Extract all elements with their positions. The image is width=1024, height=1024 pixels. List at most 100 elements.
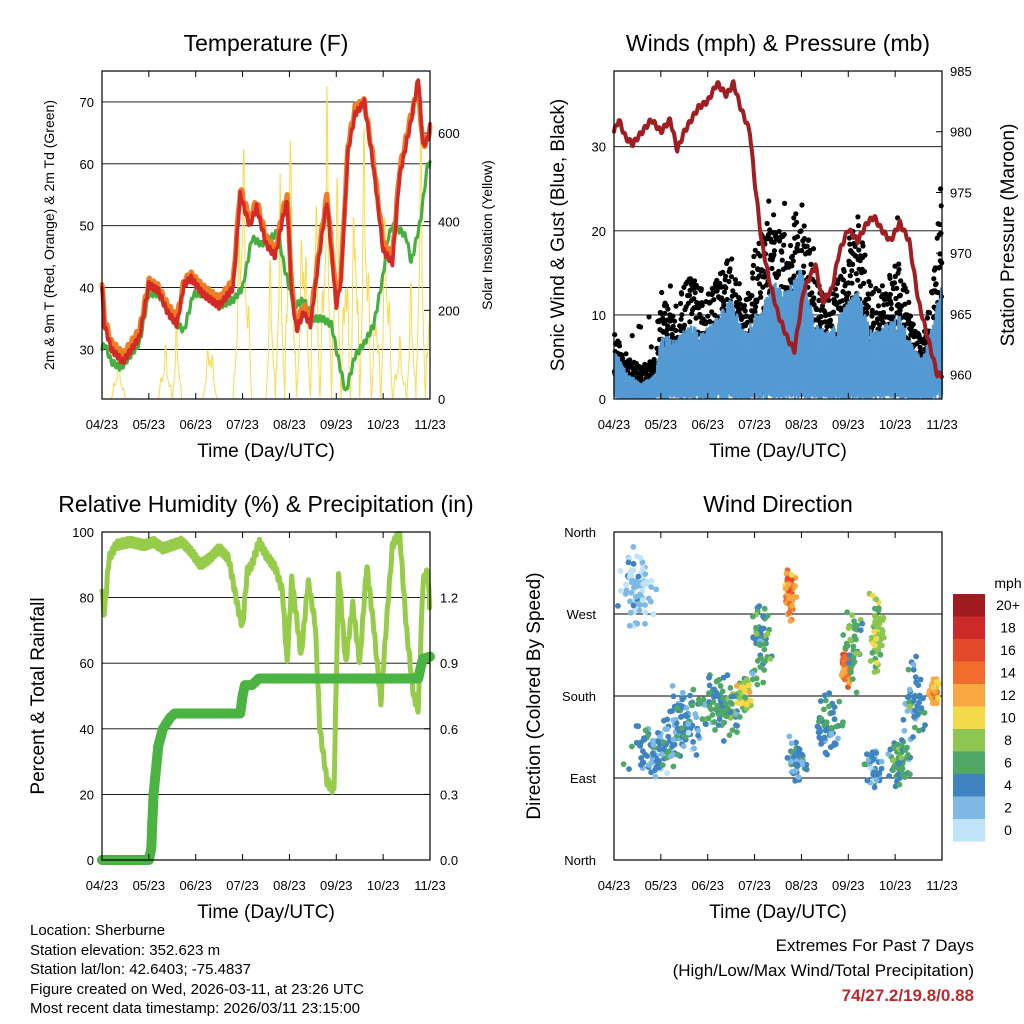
extremes-box: Extremes For Past 7 Days (High/Low/Max W…: [673, 933, 974, 1008]
colorbar-label: 14: [1000, 665, 1016, 681]
direction-point: [715, 693, 721, 700]
gust-point: [744, 319, 751, 325]
direction-point: [639, 597, 646, 603]
gust-point: [620, 355, 626, 361]
winds-ytick-label: 10: [592, 308, 606, 323]
direction-point: [767, 656, 774, 662]
gust-point: [791, 273, 797, 279]
direction-point: [874, 624, 880, 630]
gust-point: [662, 310, 668, 316]
humidity-y2tick-label: 1.2: [440, 591, 458, 606]
gust-point: [849, 280, 855, 286]
direction-point: [727, 685, 734, 691]
gust-point: [855, 223, 862, 229]
temperature-ytick-label: 30: [80, 342, 94, 357]
colorbar-swatch: [953, 661, 985, 684]
direction-point: [907, 703, 913, 710]
direction-point: [670, 717, 677, 723]
direction-point: [756, 603, 763, 610]
gust-point: [887, 275, 893, 281]
gust-point: [847, 273, 853, 279]
winds-y2label: Station Pressure (Maroon): [998, 124, 1019, 347]
direction-point: [912, 674, 919, 680]
direction-point: [915, 682, 922, 689]
direction-point: [670, 693, 677, 700]
direction-point: [871, 669, 878, 675]
gust-point: [612, 332, 618, 338]
direction-point: [898, 754, 905, 761]
direction-xtick-label: 06/23: [691, 878, 724, 893]
direction-point: [724, 672, 731, 679]
humidity-xtick-label: 10/23: [367, 878, 400, 893]
gust-point: [651, 356, 657, 363]
direction-series-points: [615, 544, 943, 791]
gust-point: [771, 252, 777, 258]
gust-point: [677, 300, 684, 307]
direction-point: [833, 723, 840, 730]
gust-point: [686, 292, 693, 298]
direction-point: [627, 609, 634, 616]
direction-point: [706, 682, 713, 689]
direction-point: [693, 752, 700, 758]
gust-point: [756, 281, 763, 287]
direction-point: [845, 660, 852, 666]
direction-point: [875, 647, 882, 654]
direction-point: [644, 753, 650, 759]
direction-point: [861, 761, 868, 768]
direction-point: [726, 732, 733, 738]
direction-point: [674, 751, 681, 758]
direction-point: [881, 634, 887, 641]
direction-point: [642, 727, 649, 734]
direction-point: [792, 761, 799, 768]
humidity-ytick-label: 0: [87, 853, 94, 868]
colorbar-swatch: [953, 684, 985, 707]
gust-point: [751, 253, 757, 260]
humidity-xtick-label: 07/23: [226, 878, 259, 893]
direction-point: [787, 618, 794, 624]
direction-point: [671, 741, 678, 748]
gust-point: [897, 292, 904, 298]
direction-point: [817, 728, 823, 735]
direction-ytick-label: West: [567, 607, 597, 622]
gust-point: [856, 247, 862, 253]
gust-point: [898, 278, 904, 284]
winds-ytick-label: 0: [599, 392, 606, 407]
humidity-ytick-label: 20: [80, 787, 94, 802]
gust-point: [703, 321, 709, 327]
humidity-ytick-label: 100: [72, 525, 94, 540]
gust-point: [862, 252, 868, 258]
direction-point: [727, 699, 734, 706]
direction-point: [902, 747, 909, 753]
direction-point: [642, 571, 649, 577]
gust-point: [769, 265, 775, 271]
gust-point: [721, 289, 728, 295]
gust-point: [891, 280, 898, 286]
direction-point: [753, 675, 760, 682]
direction-point: [828, 732, 835, 738]
gust-point: [698, 286, 704, 292]
direction-ylabel: Direction (Colored By Speed): [524, 572, 545, 819]
direction-point: [689, 702, 695, 709]
direction-point: [652, 773, 659, 780]
gust-point: [764, 220, 770, 227]
direction-point: [642, 609, 649, 616]
direction-point: [721, 719, 728, 726]
direction-point: [910, 666, 917, 673]
direction-point: [899, 771, 906, 778]
gust-point: [850, 261, 856, 267]
direction-point: [630, 602, 637, 609]
direction-point: [906, 693, 913, 700]
direction-point: [714, 702, 721, 709]
direction-point: [870, 770, 877, 777]
gust-point: [907, 313, 914, 319]
temperature-xtick-label: 05/23: [133, 417, 166, 432]
gust-point: [677, 323, 683, 329]
direction-point: [785, 581, 792, 587]
direction-point: [868, 634, 875, 641]
direction-point: [851, 625, 858, 632]
direction-point: [788, 758, 794, 765]
direction-point: [846, 624, 853, 630]
latlon-text: Station lat/lon: 42.6403; -75.4837: [30, 961, 252, 978]
direction-point: [683, 705, 690, 711]
direction-point: [623, 587, 630, 594]
